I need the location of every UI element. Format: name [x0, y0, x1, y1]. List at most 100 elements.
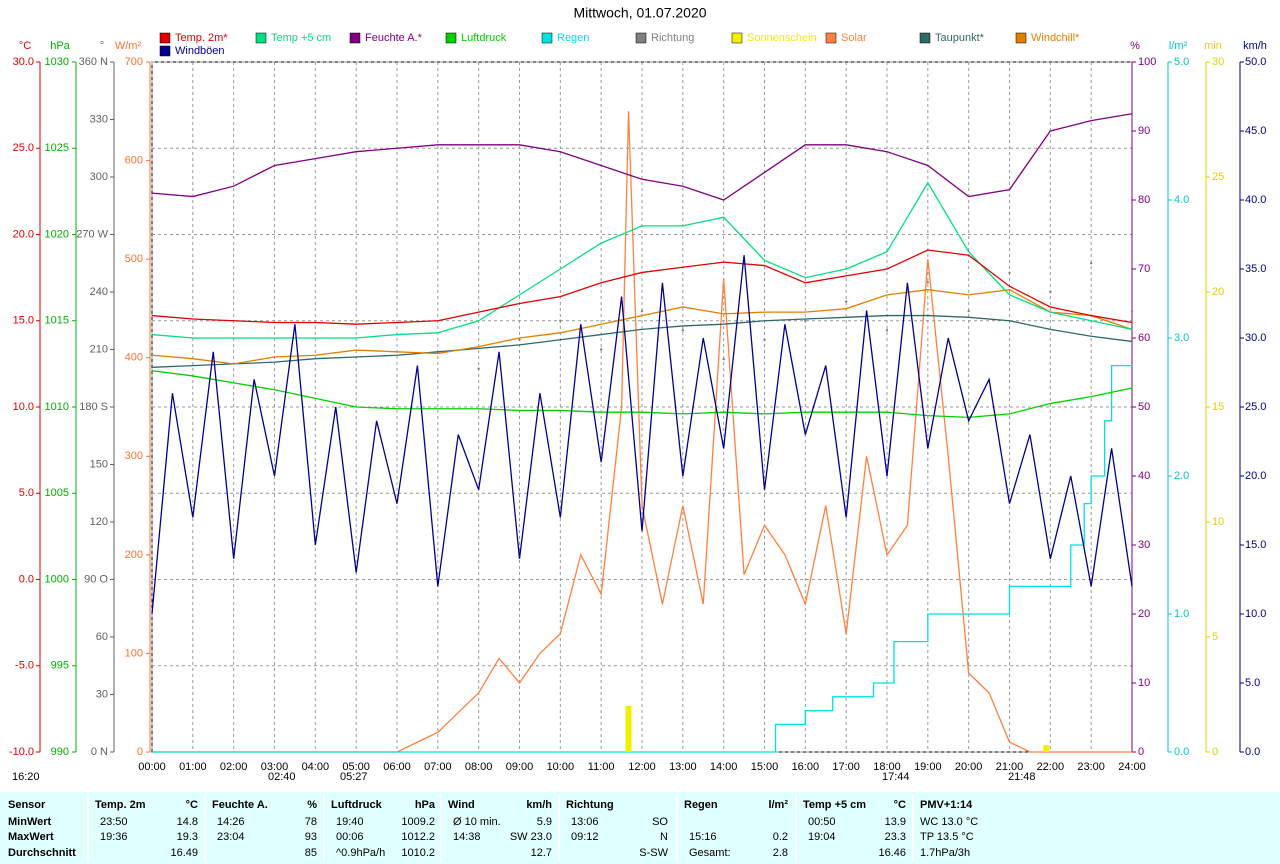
direction-dot [1008, 271, 1011, 275]
sun-time: 05:27 [340, 771, 368, 783]
y-tick-label: -10.0 [9, 746, 34, 758]
table-cell: 00:50 [808, 816, 836, 828]
table-cell: 09:12 [571, 831, 599, 843]
series-line [151, 314, 1133, 368]
direction-dot [804, 319, 807, 322]
sun-time: 21:48 [1008, 771, 1036, 783]
direction-dot [559, 319, 562, 322]
y-tick-label: 200 [125, 549, 143, 561]
x-tick-label: 24:00 [1118, 761, 1146, 773]
table-cell: 1009.2 [401, 816, 435, 828]
y-tick-label: 2.0 [1174, 470, 1189, 482]
y-tick-label: 60 [96, 631, 108, 643]
y-tick-label: 360 N [79, 56, 108, 68]
direction-dot [926, 281, 930, 284]
y-tick-label: 20 [1138, 608, 1150, 620]
x-tick-label: 01:00 [179, 761, 207, 773]
table-cell: 16.49 [170, 847, 198, 859]
y-tick-label: 45.0 [1245, 125, 1266, 137]
y-tick-label: 100 [125, 647, 143, 659]
legend-label: Temp +5 cm [271, 32, 331, 44]
y-tick-label: 0.0 [1174, 746, 1189, 758]
axis-unit: W/m² [115, 40, 142, 52]
table-cell: 14:26 [217, 816, 245, 828]
series-step [152, 364, 1132, 753]
y-tick-label: 1005 [45, 487, 69, 499]
legend-swatch [541, 32, 553, 44]
y-tick-label: 120 [90, 516, 108, 528]
axis-unit: ° [100, 40, 104, 52]
direction-dot [722, 357, 725, 361]
y-tick-label: 80 [1138, 194, 1150, 206]
y-tick-label: 90 [1138, 125, 1150, 137]
series-line [151, 289, 1133, 365]
sun-time: 17:44 [882, 771, 910, 783]
y-tick-label: 30 [1212, 56, 1224, 68]
table-header: Feuchte A. [212, 799, 268, 811]
y-tick-label: 995 [51, 660, 69, 672]
table-cell: 00:06 [336, 831, 364, 843]
table-cell: 1010.2 [401, 847, 435, 859]
x-tick-label: 22:00 [1037, 761, 1065, 773]
y-tick-label: 25 [1212, 171, 1224, 183]
table-cell: Gesamt: [689, 847, 731, 859]
x-tick-label: 04:00 [302, 761, 330, 773]
y-tick-label: 1015 [45, 315, 69, 327]
table-cell: 13:06 [571, 816, 599, 828]
y-tick-label: 25.0 [1245, 401, 1266, 413]
y-tick-label: 5.0 [1174, 56, 1189, 68]
axis-unit: min [1204, 40, 1222, 52]
y-tick-label: 180 S [79, 401, 108, 413]
y-tick-label: 5 [1212, 631, 1218, 643]
table-cell: 19:04 [808, 831, 836, 843]
y-tick-label: 50.0 [1245, 56, 1266, 68]
y-tick-label: 100 [1138, 56, 1156, 68]
legend-label: Windchill* [1031, 32, 1080, 44]
table-header: Wind [448, 799, 475, 811]
table-cell: 23.3 [885, 831, 906, 843]
y-tick-label: 150 [90, 458, 108, 470]
direction-dot [1049, 290, 1052, 294]
table-cell: N [660, 831, 668, 843]
table-cell: 15:16 [689, 831, 717, 843]
y-tick-label: 5.0 [1245, 677, 1260, 689]
y-tick-label: 20 [1212, 286, 1224, 298]
legend-label: Sonnenschein [747, 32, 817, 44]
direction-dot [967, 309, 970, 313]
x-tick-label: 08:00 [465, 761, 493, 773]
table-header: Luftdruck [331, 799, 383, 811]
direction-dot [1130, 309, 1134, 313]
y-tick-label: 240 [90, 286, 108, 298]
y-tick-label: 20.0 [1245, 470, 1266, 482]
sunshine-bar [1043, 745, 1050, 752]
table-cell: 12.7 [531, 847, 552, 859]
y-tick-label: 40.0 [1245, 194, 1266, 206]
legend-swatch [159, 45, 171, 57]
y-tick-label: 300 [125, 450, 143, 462]
series-line [151, 255, 1133, 615]
y-tick-label: 0.0 [19, 573, 34, 585]
table-cell: Ø 10 min. [453, 816, 501, 828]
y-tick-label: 0 [137, 746, 143, 758]
y-tick-label: 10.0 [13, 401, 34, 413]
table-cell: 5.9 [537, 816, 552, 828]
y-tick-label: 500 [125, 253, 143, 265]
x-tick-label: 17:00 [832, 761, 860, 773]
y-tick-label: 1025 [45, 142, 69, 154]
legend-label: Windböen [175, 45, 225, 57]
table-cell: ^0.9hPa/h [336, 847, 385, 859]
row-label: MaxWert [8, 831, 54, 843]
legend-label: Temp. 2m* [175, 32, 228, 44]
table-background [0, 792, 1280, 864]
table-cell: 23:04 [217, 831, 245, 843]
x-tick-label: 19:00 [914, 761, 942, 773]
y-tick-label: 15.0 [13, 315, 34, 327]
direction-dot [763, 338, 766, 342]
y-tick-label: 15.0 [1245, 539, 1266, 551]
y-tick-label: 15 [1212, 401, 1224, 413]
table-cell: TP 13.5 °C [920, 831, 974, 843]
table-cell: 1012.2 [401, 831, 435, 843]
y-tick-label: 30.0 [13, 56, 34, 68]
table-cell: 78 [305, 816, 317, 828]
